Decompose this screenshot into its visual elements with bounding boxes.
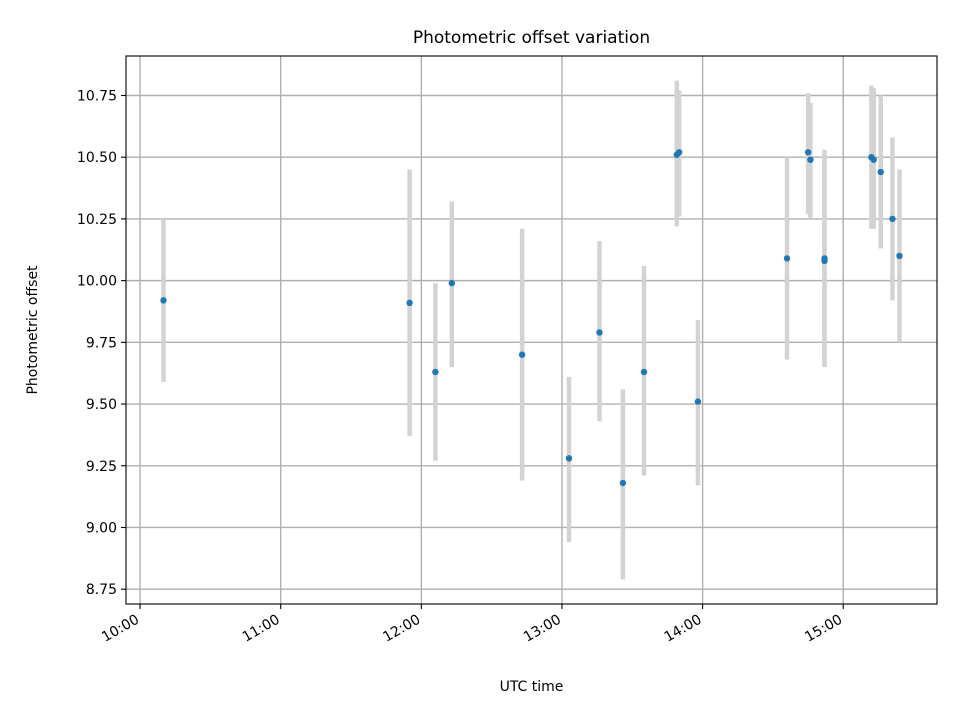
data-point — [877, 168, 884, 176]
y-tick-label: 10.50 — [77, 150, 117, 166]
data-point — [518, 351, 526, 358]
data-point — [160, 297, 167, 304]
y-tick-label: 9.50 — [86, 397, 117, 413]
data-point — [406, 299, 413, 307]
y-axis-ticks: 8.75 9.00 9.25 9.50 9.75 10.00 10.25 10.50 10.75 — [77, 88, 126, 598]
axes-frame — [125, 55, 938, 605]
y-tick-label: 9.25 — [86, 459, 117, 475]
y-tick-label: 9.00 — [86, 520, 117, 536]
x-axis-label: UTC time — [500, 679, 564, 695]
y-tick-label: 8.75 — [86, 582, 117, 598]
y-tick-label: 10.75 — [77, 88, 117, 104]
data-point — [448, 279, 456, 287]
data-point — [640, 368, 648, 376]
y-tick-label: 9.75 — [86, 335, 117, 351]
grid — [126, 56, 937, 604]
data-point — [870, 156, 877, 163]
data-point — [783, 255, 791, 262]
plot-area — [126, 56, 937, 604]
data-point — [675, 149, 683, 156]
data-point — [432, 368, 439, 376]
data-point — [619, 479, 627, 487]
chart-title: Photometric offset variation — [413, 28, 650, 48]
data-point — [807, 156, 814, 163]
y-tick-label: 10.25 — [77, 212, 117, 228]
data-point — [596, 329, 603, 336]
data-point — [694, 398, 702, 405]
data-point — [889, 215, 896, 223]
y-axis-label: Photometric offset — [25, 265, 41, 395]
y-tick-label: 10.00 — [77, 274, 117, 290]
data-point — [821, 257, 828, 265]
data-point — [896, 252, 903, 260]
data-point — [565, 455, 573, 462]
data-points — [160, 149, 903, 487]
data-point — [804, 149, 812, 156]
